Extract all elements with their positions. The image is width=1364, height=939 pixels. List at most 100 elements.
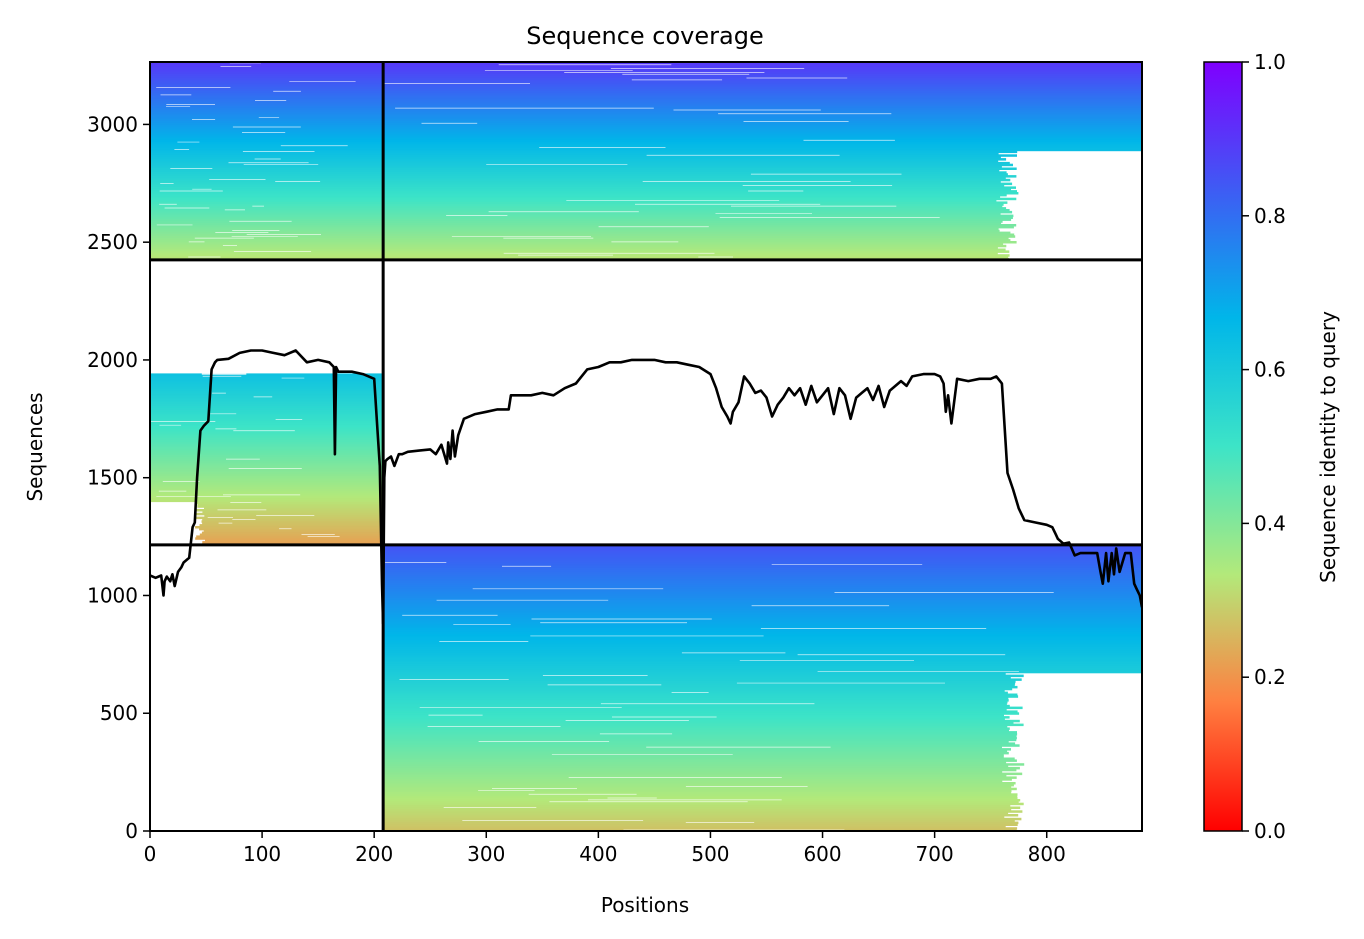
heatmap-row [383, 783, 1014, 787]
heatmap-row [150, 426, 384, 429]
heatmap-row [383, 184, 1005, 187]
heatmap-row [383, 721, 1014, 725]
heatmap-row [383, 73, 1142, 76]
heatmap-row [383, 687, 1013, 691]
heatmap-row [195, 509, 384, 512]
heatmap-gap [428, 714, 483, 716]
heatmap-row [150, 143, 384, 146]
heatmap-row [203, 529, 384, 533]
heatmap-row [383, 744, 1020, 747]
heatmap-row [150, 490, 384, 493]
heatmap-row [383, 148, 1142, 152]
heatmap-row [383, 800, 1019, 804]
heatmap-row [383, 702, 1007, 706]
heatmap-row [383, 62, 1142, 65]
heatmap-row [150, 414, 384, 418]
heatmap-row [150, 175, 384, 178]
heatmap-row [383, 67, 1142, 71]
heatmap-row [150, 188, 384, 191]
heatmap-row [383, 644, 1142, 647]
heatmap-row [150, 418, 384, 422]
heatmap-row [383, 780, 1003, 783]
heatmap-row [383, 86, 1142, 89]
heatmap-row [383, 719, 1020, 723]
chart-title: Sequence coverage [526, 22, 763, 50]
heatmap-row [383, 672, 1006, 676]
heatmap-row [383, 770, 1003, 774]
heatmap-row [150, 182, 384, 186]
heatmap-row [150, 141, 384, 144]
block-3 [383, 62, 1142, 261]
heatmap-row [383, 80, 1142, 84]
heatmap-row [383, 127, 1142, 131]
heatmap-row [150, 446, 384, 450]
heatmap-row [150, 484, 384, 487]
heatmap-row [383, 759, 1017, 762]
heatmap-row [150, 160, 384, 163]
heatmap-row [150, 437, 384, 440]
heatmap-row [150, 250, 384, 253]
heatmap-row [383, 186, 1017, 189]
heatmap-row [150, 94, 384, 97]
y-axis: 0 500 1000 1500 2000 2500 3000 [87, 112, 150, 843]
heatmap-row [150, 178, 384, 182]
heatmap-row [383, 655, 1142, 659]
block-1 [383, 544, 1142, 831]
heatmap-row [383, 646, 1142, 649]
heatmap-row [383, 616, 1142, 619]
heatmap-row [199, 524, 384, 527]
heatmap-row [383, 734, 1017, 738]
y-tick-label: 0 [125, 819, 138, 843]
heatmap-row [150, 73, 384, 76]
heatmap-row [150, 450, 384, 454]
colorbar-tick-label: 0.8 [1254, 204, 1286, 228]
heatmap-row [150, 379, 384, 382]
y-axis-label: Sequences [23, 392, 47, 501]
heatmap-row [383, 197, 1017, 201]
heatmap-row [383, 107, 1142, 110]
heatmap-row [383, 101, 1142, 105]
heatmap-row [199, 533, 384, 536]
heatmap-gap [242, 150, 315, 152]
heatmap-row [383, 154, 1018, 157]
heatmap-row [383, 209, 1010, 212]
heatmap-row [383, 163, 1014, 167]
heatmap-row [383, 610, 1142, 613]
heatmap-row [383, 723, 1024, 727]
heatmap-row [383, 239, 1011, 242]
heatmap-row [150, 429, 384, 433]
heatmap-row [150, 156, 384, 159]
heatmap-row [202, 518, 384, 521]
heatmap-row [150, 252, 384, 255]
heatmap-row [150, 248, 384, 251]
heatmap-row [383, 569, 1142, 572]
heatmap-row [383, 591, 1142, 595]
heatmap-row [383, 676, 1011, 679]
heatmap-row [383, 761, 1007, 764]
heatmap-row [383, 235, 1016, 238]
heatmap-row [150, 192, 384, 195]
heatmap-gap [226, 458, 260, 460]
heatmap-row [383, 180, 1001, 184]
heatmap-row [383, 152, 999, 155]
heatmap-row [150, 212, 384, 216]
heatmap-row [150, 386, 384, 390]
heatmap-row [383, 244, 1007, 248]
heatmap-row [150, 218, 384, 221]
heatmap-row [383, 248, 1006, 251]
heatmap-row [383, 659, 1142, 662]
x-tick-label: 0 [144, 842, 157, 866]
x-tick-label: 700 [916, 842, 954, 866]
heatmap-row [150, 122, 384, 125]
heatmap-row [383, 557, 1142, 561]
heatmap-row [383, 246, 998, 250]
y-tick-label: 1000 [87, 583, 138, 607]
heatmap-row [383, 220, 1003, 223]
heatmap-row [383, 608, 1142, 612]
heatmap-row [150, 90, 384, 93]
heatmap-row [150, 137, 384, 140]
heatmap-row [383, 684, 1015, 687]
heatmap-row [383, 795, 1018, 798]
heatmap-row [383, 175, 1017, 178]
heatmap-row [383, 131, 1142, 135]
